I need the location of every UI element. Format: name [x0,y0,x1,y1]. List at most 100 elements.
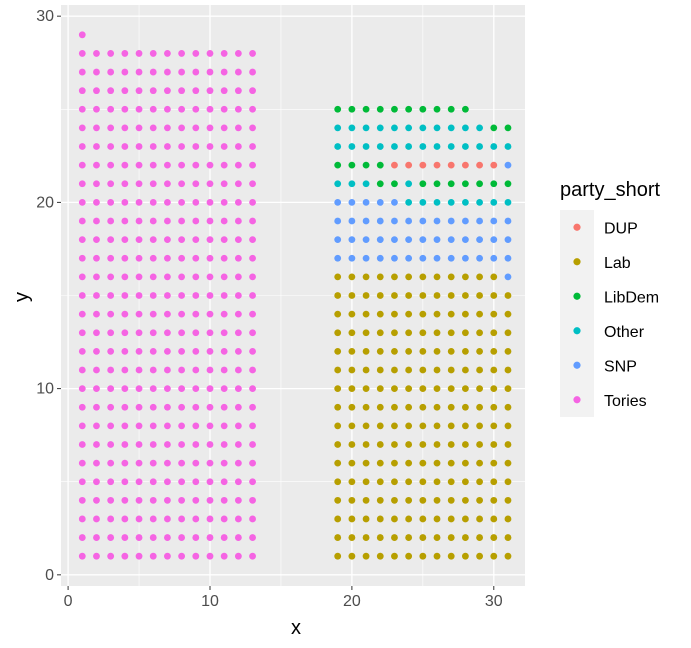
point-lab [447,403,455,411]
point-tories [121,552,129,560]
point-other [376,124,384,132]
point-tories [78,347,86,355]
point-tories [178,478,186,486]
point-tories [93,385,100,393]
point-dup [405,161,413,169]
point-tories [192,496,200,504]
point-tories [78,124,86,132]
point-lab [490,273,498,281]
point-snp [405,236,413,244]
point-tories [107,329,115,337]
point-tories [93,143,100,150]
point-tories [220,198,228,206]
point-other [462,143,469,150]
point-lab [391,403,398,411]
point-lab [391,534,398,541]
point-tories [149,385,157,393]
point-snp [504,236,512,244]
point-tories [192,422,200,430]
point-tories [135,50,143,57]
point-other [476,198,483,206]
point-tories [78,198,86,206]
point-tories [135,143,143,150]
point-lab [433,552,441,560]
point-tories [107,366,115,374]
point-tories [121,347,129,355]
point-lab [334,534,342,541]
point-lab [376,478,384,486]
point-lab [504,347,512,355]
point-tories [192,385,200,393]
point-snp [391,236,398,244]
point-tories [220,180,228,188]
point-lab [334,347,342,355]
point-tories [206,422,214,430]
point-lab [334,403,342,411]
point-tories [234,347,242,355]
point-tories [107,347,115,355]
point-tories [93,403,100,411]
point-lab [334,310,342,318]
point-other [447,198,455,206]
point-lab [362,459,370,467]
point-tories [234,441,242,448]
point-tories [149,329,157,337]
point-lab [490,552,498,560]
point-lab [334,422,342,430]
point-tories [192,198,200,206]
point-other [362,124,370,132]
point-lab [476,441,483,448]
point-tories [93,124,100,132]
point-tories [220,292,228,299]
point-snp [348,254,356,262]
point-tories [234,124,242,132]
point-lab [348,515,356,523]
point-other [405,198,413,206]
point-tories [234,254,242,262]
point-tories [206,366,214,374]
point-lab [462,441,469,448]
point-snp [405,254,413,262]
point-tories [220,534,228,541]
point-lab [447,422,455,430]
point-snp [433,217,441,225]
point-tories [107,310,115,318]
legend-key-background [560,210,594,417]
point-tories [249,459,256,467]
point-lab [348,422,356,430]
point-libdem [391,180,398,188]
point-tories [234,515,242,523]
point-tories [107,105,115,113]
point-other [447,143,455,150]
point-tories [220,329,228,337]
point-lab [362,515,370,523]
point-lab [376,403,384,411]
point-lab [433,385,441,393]
point-tories [234,217,242,225]
point-tories [78,441,86,448]
point-other [334,143,342,150]
point-lab [362,441,370,448]
point-tories [107,385,115,393]
point-other [348,143,356,150]
point-lab [376,515,384,523]
point-snp [391,254,398,262]
legend-label-tories: Tories [604,393,647,410]
point-lab [376,347,384,355]
point-lab [419,534,427,541]
point-lab [391,292,398,299]
point-lab [490,459,498,467]
point-other [405,180,413,188]
legend-key-dup [573,223,581,231]
point-tories [78,68,86,76]
point-dup [447,161,455,169]
point-tories [249,385,256,393]
point-tories [149,180,157,188]
legend-label-dup: DUP [604,220,638,237]
point-tories [121,143,129,150]
point-lab [391,366,398,374]
point-other [476,143,483,150]
point-tories [192,273,200,281]
point-lab [362,422,370,430]
point-libdem [433,105,441,113]
